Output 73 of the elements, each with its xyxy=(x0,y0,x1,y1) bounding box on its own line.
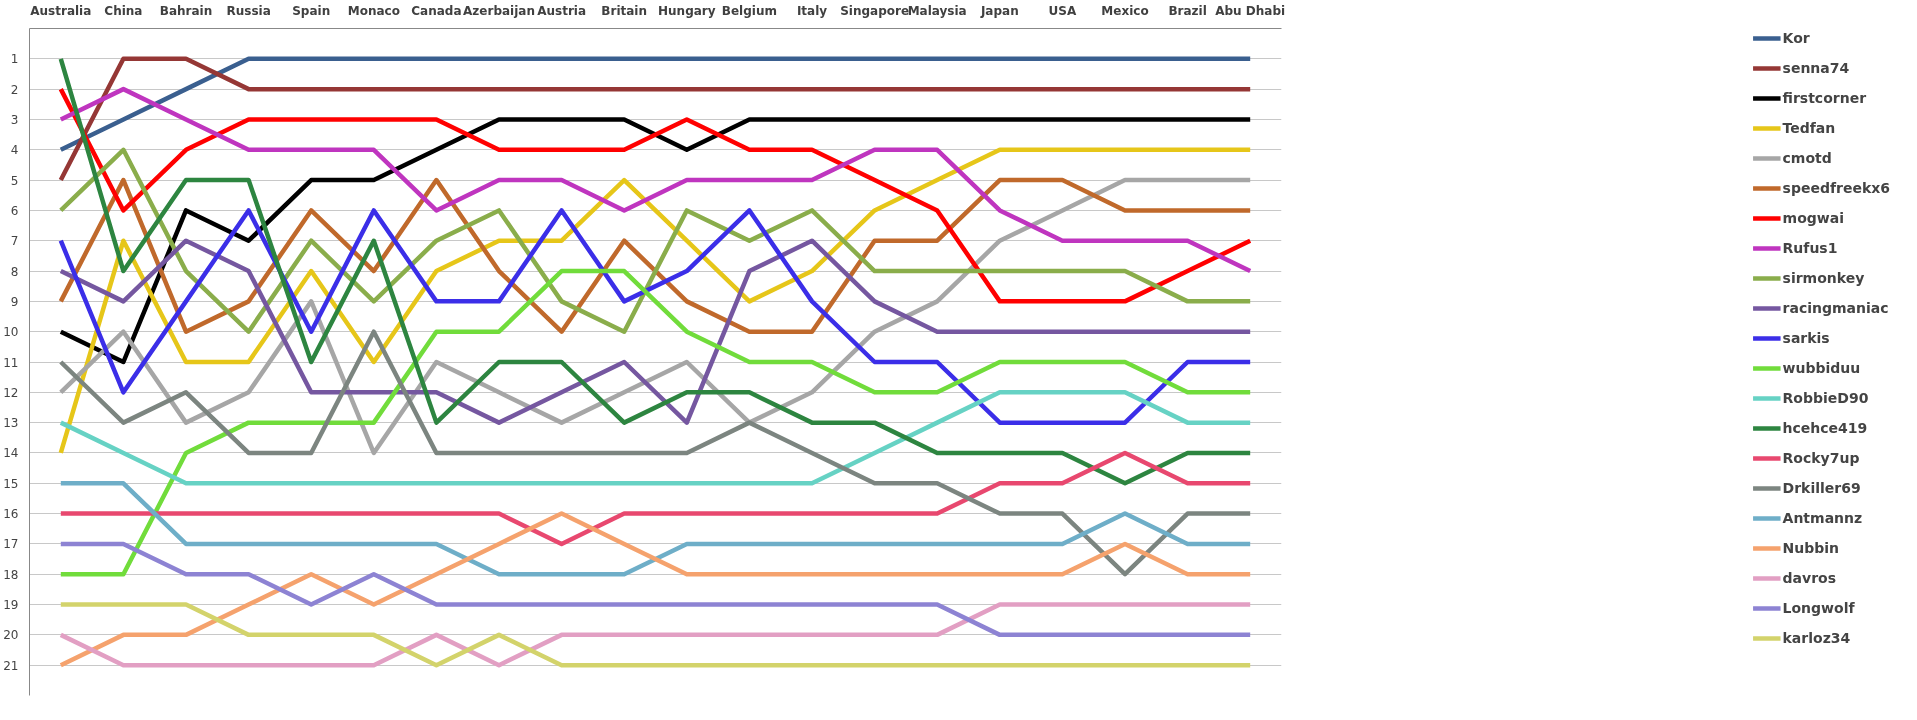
y-tick-label: 15 xyxy=(3,476,19,491)
legend-label: Kor xyxy=(1782,30,1810,46)
legend-label: speedfreekx6 xyxy=(1782,180,1890,196)
legend-label: davros xyxy=(1782,570,1837,586)
y-tick-label: 6 xyxy=(10,203,19,218)
x-tick-label: Canada xyxy=(411,3,462,18)
x-tick-label: Mexico xyxy=(1101,3,1149,18)
line-series xyxy=(58,147,1253,334)
line-series xyxy=(58,56,1253,153)
legend-label: firstcorner xyxy=(1782,90,1867,106)
x-tick-label: Monaco xyxy=(347,3,400,18)
line-series xyxy=(58,56,1253,486)
legend-label: karloz34 xyxy=(1782,630,1851,646)
legend-label: Rufus1 xyxy=(1782,240,1838,256)
legend-label: senna74 xyxy=(1782,60,1850,76)
x-tick-label: Japan xyxy=(979,3,1019,18)
legend-label: cmotd xyxy=(1782,150,1832,166)
y-tick-label: 2 xyxy=(10,82,19,97)
line-series xyxy=(58,390,1253,486)
line-series xyxy=(58,541,1253,638)
legend-label: Longwolf xyxy=(1782,600,1855,616)
y-tick-label: 8 xyxy=(10,264,19,279)
y-tick-label: 21 xyxy=(3,658,19,673)
line-series xyxy=(58,511,1253,668)
x-tick-label: Britain xyxy=(601,3,648,18)
line-series xyxy=(58,268,1253,577)
y-tick-label: 19 xyxy=(3,598,19,613)
x-tick-label: USA xyxy=(1048,3,1077,18)
x-tick-label: Bahrain xyxy=(159,3,213,18)
y-tick-label: 9 xyxy=(10,294,19,309)
line-series xyxy=(58,177,1253,334)
y-tick-label: 5 xyxy=(10,173,19,188)
legend-label: Nubbin xyxy=(1782,540,1840,556)
y-tick-label: 17 xyxy=(3,537,19,552)
legend-label: sarkis xyxy=(1782,330,1830,346)
legend-label: Tedfan xyxy=(1782,120,1836,136)
x-tick-label: Italy xyxy=(796,3,828,18)
x-tick-label: Hungary xyxy=(658,3,716,18)
y-tick-label: 14 xyxy=(3,446,19,461)
y-tick-label: 4 xyxy=(10,143,19,158)
line-series xyxy=(58,481,1253,577)
line-series xyxy=(58,117,1253,365)
legend-label: Drkiller69 xyxy=(1782,480,1861,496)
legend-label: mogwai xyxy=(1782,210,1844,226)
x-tick-label: Spain xyxy=(292,3,331,18)
legend-label: wubbiduu xyxy=(1782,360,1861,376)
y-tick-label: 13 xyxy=(3,416,19,431)
y-tick-label: 16 xyxy=(3,507,19,522)
y-tick-label: 12 xyxy=(3,385,19,400)
legend-label: Rocky7up xyxy=(1782,450,1860,466)
line-series xyxy=(58,329,1253,577)
y-tick-label: 3 xyxy=(10,112,19,127)
legend-label: RobbieD90 xyxy=(1782,390,1869,406)
x-tick-label: Singapore xyxy=(840,3,910,18)
line-series xyxy=(58,450,1253,547)
y-tick-label: 1 xyxy=(10,52,19,67)
y-tick-label: 20 xyxy=(3,628,19,643)
legend-label: racingmaniac xyxy=(1782,300,1889,316)
x-tick-label: Australia xyxy=(30,3,92,18)
x-tick-label: Azerbaijan xyxy=(463,3,535,18)
x-tick-label: Brazil xyxy=(1168,3,1207,18)
x-tick-label: Russia xyxy=(226,3,271,18)
x-tick-label: China xyxy=(104,3,143,18)
legend-label: sirmonkey xyxy=(1782,270,1865,286)
y-tick-label: 7 xyxy=(10,234,19,249)
y-tick-label: 18 xyxy=(3,567,19,582)
x-tick-label: Austria xyxy=(537,3,587,18)
legend-label: Antmannz xyxy=(1782,510,1863,526)
legend-label: hcehce419 xyxy=(1782,420,1868,436)
y-tick-label: 11 xyxy=(3,355,19,370)
x-tick-label: Abu Dhabi xyxy=(1215,3,1286,18)
y-tick-label: 10 xyxy=(3,325,19,340)
x-tick-label: Belgium xyxy=(721,3,777,18)
